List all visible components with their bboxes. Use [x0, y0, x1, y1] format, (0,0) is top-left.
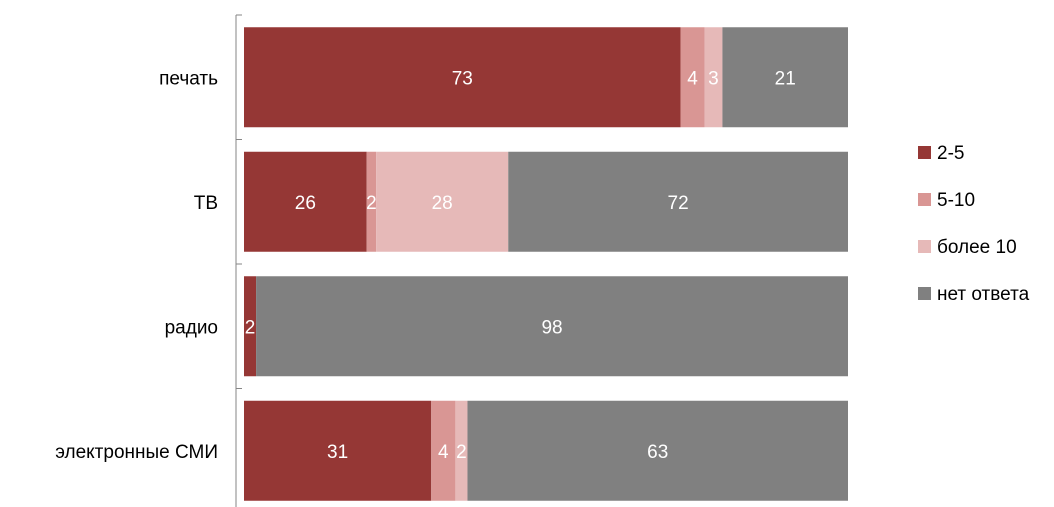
bar-электронные-сми-5-10 — [431, 400, 456, 501]
data-label-электронные-сми-2-5: 31 — [327, 442, 348, 463]
bar-печать-5-10 — [680, 27, 705, 128]
category-label-электронные-сми: электронные СМИ — [55, 442, 218, 463]
bars — [244, 27, 849, 501]
legend-swatch — [918, 240, 931, 253]
legend-item-5-10: 5-10 — [918, 190, 975, 211]
category-label-печать: печать — [159, 68, 218, 89]
bar-электронные-сми-нет-ответа — [467, 400, 848, 501]
bar-электронные-сми-2-5 — [244, 400, 432, 501]
data-label-печать-2-5: 73 — [452, 68, 473, 89]
data-label-тв-5-10: 2 — [366, 193, 377, 214]
bar-печать-2-5 — [244, 27, 681, 128]
data-label-радио-нет-ответа: 98 — [541, 317, 562, 338]
bar-тв-2-5 — [244, 151, 367, 252]
legend-label: 5-10 — [937, 190, 975, 211]
legend-item-нет-ответа: нет ответа — [918, 284, 1030, 305]
legend-label: нет ответа — [937, 284, 1030, 305]
category-axis — [235, 14, 242, 507]
category-label-тв: ТВ — [194, 193, 218, 214]
bar-печать-более-10 — [704, 27, 723, 128]
bar-тв-более-10 — [376, 151, 509, 252]
legend-item-более-10: более 10 — [918, 237, 1017, 258]
bar-тв-нет-ответа — [508, 151, 848, 252]
legend-label: 2-5 — [937, 143, 964, 164]
data-label-тв-нет-ответа: 72 — [668, 193, 689, 214]
bar-электронные-сми-более-10 — [455, 400, 468, 501]
data-label-электронные-сми-нет-ответа: 63 — [647, 442, 668, 463]
legend-swatch — [918, 146, 931, 159]
legend-swatch — [918, 193, 931, 206]
legend-swatch — [918, 287, 931, 300]
data-label-печать-более-10: 3 — [708, 68, 719, 89]
bar-радио-2-5 — [244, 276, 257, 377]
category-label-радио: радио — [165, 317, 218, 338]
legend-label: более 10 — [937, 237, 1017, 258]
data-label-радио-2-5: 2 — [245, 317, 256, 338]
data-label-печать-нет-ответа: 21 — [775, 68, 796, 89]
legend: 2-5 5-10 более 10 нет ответа — [918, 143, 1030, 305]
bar-тв-5-10 — [366, 151, 377, 252]
data-label-тв-более-10: 28 — [432, 193, 453, 214]
data-label-электронные-сми-более-10: 2 — [456, 442, 467, 463]
bar-радио-нет-ответа — [256, 276, 849, 377]
data-label-тв-2-5: 26 — [295, 193, 316, 214]
legend-item-2-5: 2-5 — [918, 143, 964, 164]
bar-печать-нет-ответа — [722, 27, 848, 128]
data-label-печать-5-10: 4 — [687, 68, 698, 89]
data-label-электронные-сми-5-10: 4 — [438, 442, 449, 463]
category-labels: печать ТВ радио электронные СМИ — [55, 68, 218, 463]
